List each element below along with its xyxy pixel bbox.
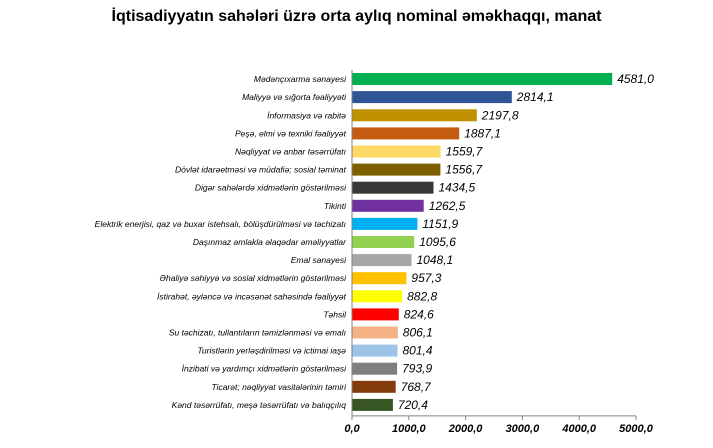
category-label-6: Digər sahələrdə xidmətlərin göstərilməsi [195, 183, 347, 193]
bar-15 [352, 344, 398, 357]
bar-6 [352, 181, 434, 194]
bar-2 [352, 109, 477, 122]
value-label-1: 2814,1 [516, 90, 554, 104]
category-label-16: İnzibati və yardımçı xidmətlərin göstəri… [182, 364, 348, 374]
value-label-12: 882,8 [407, 289, 437, 303]
category-label-17: Ticarət; nəqliyyat vasitələrinin təmiri [211, 382, 347, 392]
x-tick-label-1: 1000,0 [392, 423, 427, 435]
value-label-2: 2197,8 [481, 108, 519, 122]
bar-12 [352, 290, 403, 303]
bar-16 [352, 362, 398, 375]
category-label-15: Turistlərin yerləşdirilməsi və ictimai i… [197, 346, 346, 356]
category-label-9: Daşınmaz əmlakla əlaqədar əməliyyatlar [193, 237, 347, 247]
value-label-13: 824,6 [404, 307, 434, 321]
x-tick-label-3: 3000,0 [506, 423, 541, 435]
bar-1 [352, 91, 512, 104]
bar-10 [352, 254, 412, 267]
bar-0 [352, 73, 613, 85]
value-label-18: 720,4 [398, 398, 428, 412]
value-label-14: 806,1 [403, 326, 433, 340]
value-label-6: 1434,5 [439, 181, 476, 195]
value-label-4: 1559,7 [446, 145, 484, 159]
value-label-5: 1556,7 [445, 163, 483, 177]
category-label-7: Tikinti [324, 201, 347, 211]
bar-9 [352, 236, 415, 248]
category-label-10: Emal sənayesi [291, 255, 347, 265]
value-label-0: 4581,0 [617, 72, 654, 86]
category-label-8: Elektrik enerjisi, qaz və buxar istehsal… [95, 219, 346, 229]
value-label-17: 768,7 [401, 380, 432, 394]
category-label-2: İnformasiya və rabitə [267, 110, 346, 120]
bar-13 [352, 308, 399, 321]
category-label-11: Əhaliyə səhiyyə və sosial xidmətlərin gö… [159, 273, 347, 283]
x-tick-label-4: 4000,0 [561, 423, 597, 435]
x-tick-label-5: 5000,0 [619, 423, 654, 435]
value-label-10: 1048,1 [417, 253, 454, 267]
category-label-13: Təhsil [323, 309, 347, 319]
value-label-8: 1151,9 [422, 217, 458, 231]
category-label-4: Nəqliyyat və anbar təsərrüfatı [235, 147, 346, 157]
value-label-15: 801,4 [403, 344, 433, 358]
bar-18 [352, 398, 393, 411]
category-label-12: İstirahət, əyləncə və incəsənət sahəsind… [157, 291, 347, 301]
bar-5 [352, 163, 441, 176]
bar-4 [352, 145, 441, 158]
value-label-7: 1262,5 [429, 199, 466, 213]
value-label-9: 1095,6 [419, 235, 456, 249]
value-label-11: 957,3 [411, 271, 441, 285]
chart-title: İqtisadiyyatın sahələri üzrə orta aylıq … [111, 8, 602, 25]
category-label-1: Maliyyə və sığorta fəaliyyəti [242, 92, 347, 102]
bar-14 [352, 326, 398, 339]
value-label-16: 793,9 [402, 362, 432, 376]
x-tick-label-0: 0,0 [344, 423, 360, 435]
bar-3 [352, 127, 460, 140]
category-label-0: Mədənçıxarma sənayesi [254, 74, 347, 84]
bar-8 [352, 217, 418, 230]
category-label-5: Dövlət idarəetməsi və müdafiə; sosial tə… [175, 165, 347, 175]
bar-11 [352, 272, 407, 285]
category-label-3: Peşə, elmi və texniki fəaliyyət [235, 128, 347, 138]
category-label-14: Su təchizatı, tullantıların təmizlənməsi… [169, 328, 346, 338]
value-label-3: 1887,1 [464, 126, 501, 140]
bar-7 [352, 199, 424, 212]
bar-17 [352, 380, 396, 393]
category-label-18: Kənd təsərrüfatı, meşə təsərrüfatı və ba… [172, 400, 347, 410]
x-tick-label-2: 2000,0 [448, 423, 484, 435]
